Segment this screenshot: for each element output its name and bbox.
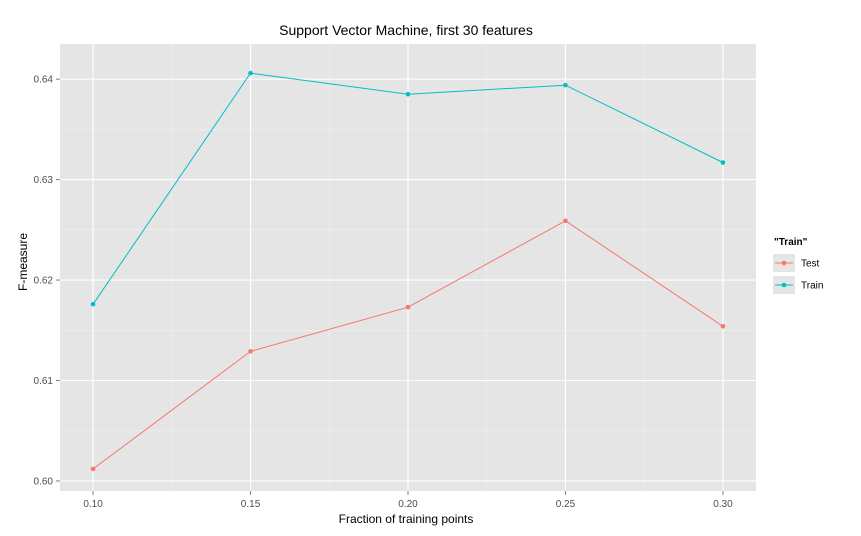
y-axis-title: F-measure xyxy=(16,233,30,291)
legend-title: "Train" xyxy=(774,237,808,248)
data-point-train xyxy=(720,160,726,165)
x-axis-title: Fraction of training points xyxy=(339,512,474,526)
data-point-test xyxy=(563,218,568,224)
data-point-test xyxy=(405,304,411,310)
legend: "Train" Test Train xyxy=(773,237,823,294)
y-axis: 0.60 0.61 0.62 0.63 0.64 xyxy=(34,75,60,487)
data-point-train xyxy=(90,301,96,307)
y-tick-label: 0.64 xyxy=(34,75,54,86)
legend-label-test: Test xyxy=(801,259,820,270)
data-point-train xyxy=(563,82,568,88)
y-tick-label: 0.60 xyxy=(34,476,54,487)
x-axis: 0.10 0.15 0.20 0.25 0.30 xyxy=(83,491,733,510)
x-tick-label: 0.15 xyxy=(241,499,261,510)
y-tick-label: 0.61 xyxy=(34,376,54,387)
x-tick-label: 0.30 xyxy=(713,499,733,510)
data-point-test xyxy=(720,323,726,329)
series-layer xyxy=(90,70,726,472)
x-tick-label: 0.20 xyxy=(398,499,418,510)
legend-marker-train xyxy=(781,282,787,288)
plot-panel xyxy=(60,44,756,491)
data-point-train xyxy=(248,70,253,76)
data-point-train xyxy=(405,91,411,97)
data-point-test xyxy=(248,349,253,354)
y-tick-label: 0.62 xyxy=(34,276,54,287)
x-tick-label: 0.10 xyxy=(83,499,103,510)
y-tick-label: 0.63 xyxy=(34,175,54,186)
chart-title: Support Vector Machine, first 30 feature… xyxy=(279,22,533,38)
data-point-test xyxy=(90,466,96,472)
legend-label-train: Train xyxy=(801,281,823,292)
legend-marker-test xyxy=(781,260,787,266)
x-tick-label: 0.25 xyxy=(556,499,576,510)
